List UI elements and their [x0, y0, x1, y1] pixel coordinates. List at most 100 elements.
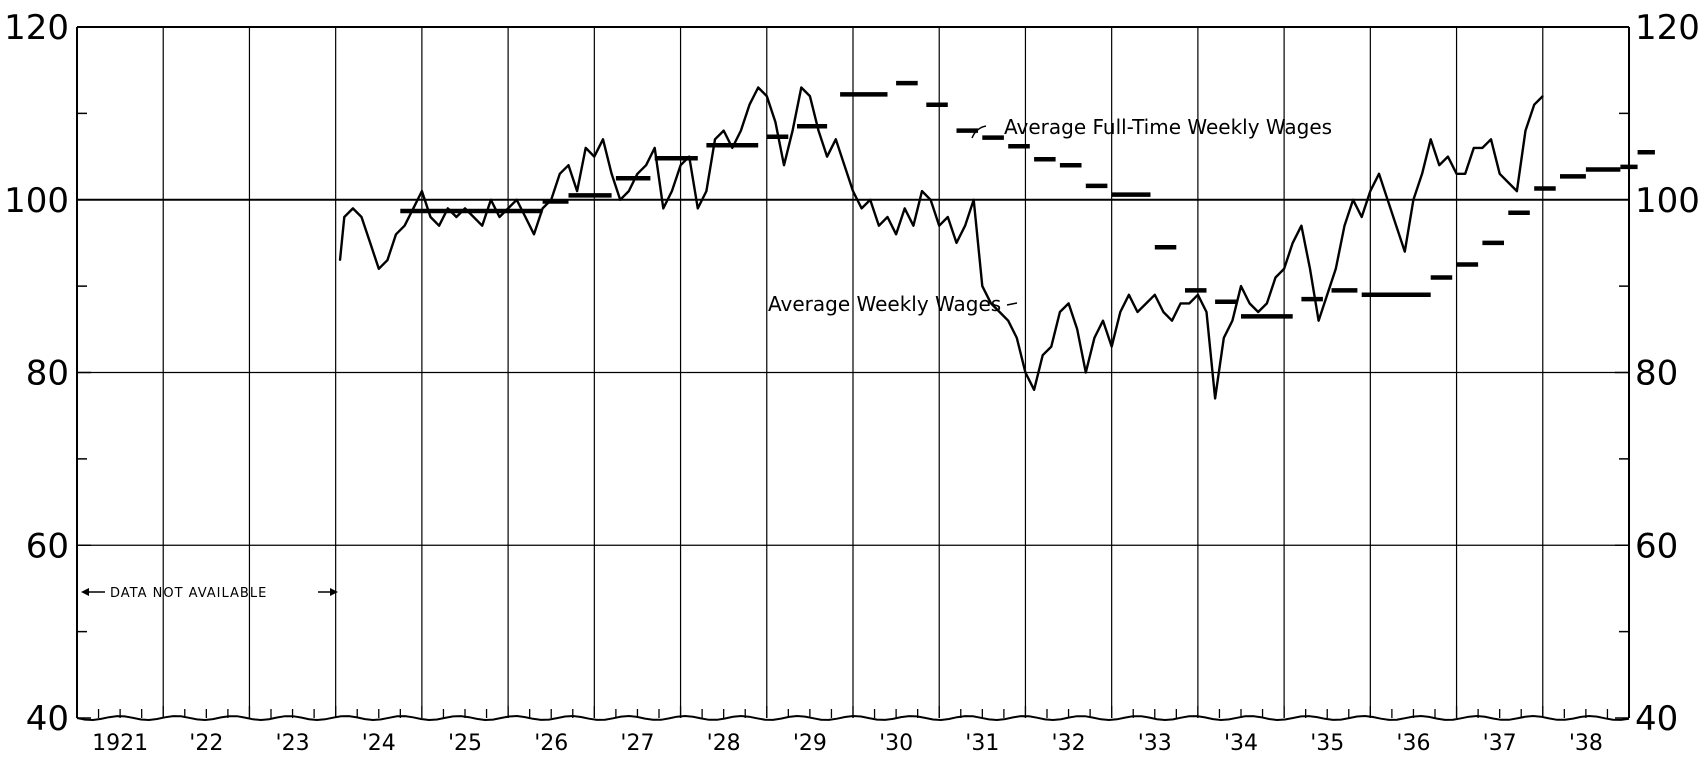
data-point-weekly — [628, 190, 630, 192]
data-point-weekly — [360, 216, 363, 218]
data-point-weekly — [662, 207, 665, 210]
data-point-weekly — [697, 207, 699, 210]
data-point-weekly — [1421, 173, 1423, 175]
series-layer — [338, 80, 1655, 400]
data-point-weekly — [938, 224, 940, 227]
data-point-weekly — [1412, 199, 1415, 201]
data-point-weekly — [1317, 319, 1320, 322]
x-tick-label: '29 — [793, 731, 827, 756]
y-tick-label-right: 80 — [1635, 354, 1678, 394]
data-point-weekly — [921, 190, 923, 192]
x-tick-label: '36 — [1396, 731, 1430, 756]
data-point-weekly — [533, 233, 535, 236]
x-tick-label: '23 — [276, 731, 310, 756]
data-point-weekly — [757, 86, 759, 89]
data-point-weekly — [1067, 302, 1070, 305]
x-tick-label: '35 — [1310, 731, 1344, 756]
data-point-weekly — [1360, 216, 1363, 218]
data-point-weekly — [1309, 268, 1311, 270]
x-tick-label: '25 — [448, 731, 482, 756]
data-point-weekly — [705, 190, 708, 192]
data-point-weekly — [1033, 389, 1035, 391]
data-point-weekly — [645, 164, 647, 166]
data-point-weekly — [1257, 311, 1259, 313]
data-point-weekly — [722, 129, 725, 132]
data-point-weekly — [515, 199, 518, 201]
data-point-weekly — [1085, 371, 1087, 374]
data-point-weekly — [1473, 147, 1475, 149]
data-point-weekly — [1498, 173, 1501, 175]
x-tick-label: '26 — [534, 731, 568, 756]
data-point-weekly — [929, 199, 932, 201]
x-tick-label: '28 — [707, 731, 741, 756]
data-point-weekly — [1447, 155, 1449, 158]
data-point-weekly — [714, 138, 716, 141]
grid-lines — [77, 27, 1629, 718]
data-point-weekly — [1240, 285, 1242, 287]
data-point-weekly — [1093, 337, 1096, 339]
data-point-weekly — [1404, 250, 1406, 253]
x-tick-label: '34 — [1224, 731, 1258, 756]
x-tick-label: '22 — [189, 731, 223, 756]
data-not-available-text: DATA NOT AVAILABLE — [110, 586, 267, 601]
x-tick-label: '31 — [965, 731, 999, 756]
data-point-weekly — [955, 242, 958, 244]
data-point-weekly — [421, 190, 423, 192]
data-point-weekly — [1542, 95, 1544, 97]
left-arrowhead — [81, 588, 89, 596]
data-point-weekly — [809, 95, 811, 97]
data-point-weekly — [481, 224, 484, 227]
data-point-weekly — [1343, 224, 1346, 227]
full-time-wages-label: Average Full-Time Weekly Wages — [1004, 115, 1332, 139]
y-tick-label-left: 40 — [26, 699, 69, 739]
data-point-weekly — [835, 138, 837, 141]
data-point-weekly — [1291, 242, 1294, 244]
data-point-weekly — [1205, 311, 1208, 313]
data-point-weekly — [1481, 147, 1484, 149]
series-line-weekly — [338, 86, 1544, 400]
data-point-weekly — [774, 121, 777, 123]
x-tick-label: '38 — [1569, 731, 1603, 756]
data-point-weekly — [964, 224, 966, 227]
data-point-weekly — [1369, 190, 1372, 192]
data-point-weekly — [403, 224, 406, 227]
data-point-weekly — [343, 216, 346, 218]
data-point-weekly — [567, 164, 570, 166]
data-point-weekly — [748, 103, 751, 106]
data-point-weekly — [998, 311, 1001, 313]
data-point-weekly — [826, 155, 828, 158]
data-point-weekly — [895, 233, 897, 236]
data-point-weekly — [1110, 345, 1113, 348]
data-point-weekly — [843, 164, 846, 166]
data-point-weekly — [1395, 224, 1397, 227]
right-arrowhead — [330, 588, 338, 596]
data-point-weekly — [972, 199, 975, 201]
data-point-weekly — [766, 95, 768, 97]
data-point-weekly — [619, 199, 621, 201]
data-point-weekly — [1136, 311, 1139, 313]
data-point-weekly — [1516, 190, 1518, 192]
y-axis-ticks: 40 40 60 60 80 80 100 100 120 120 — [4, 8, 1699, 739]
data-point-weekly — [1145, 302, 1147, 305]
data-point-weekly — [1386, 199, 1389, 201]
data-point-weekly — [1007, 319, 1009, 322]
data-point-weekly — [1455, 173, 1458, 175]
x-tick-label: '32 — [1052, 731, 1086, 756]
data-point-weekly — [671, 190, 673, 192]
data-point-weekly — [1041, 354, 1044, 357]
data-point-weekly — [1464, 173, 1466, 175]
x-tick-label: 1921 — [92, 731, 148, 756]
data-point-weekly — [1248, 302, 1251, 305]
y-tick-label-right: 120 — [1635, 8, 1699, 48]
data-point-weekly — [498, 216, 501, 218]
data-point-weekly — [800, 86, 803, 89]
data-point-weekly — [1507, 181, 1510, 184]
data-point-weekly — [981, 285, 984, 287]
data-point-weekly — [610, 173, 613, 175]
weekly-leader-line — [1006, 302, 1018, 306]
data-point-weekly — [369, 242, 372, 244]
data-point-weekly — [1326, 294, 1328, 296]
data-point-weekly — [429, 216, 432, 218]
data-point-weekly — [1119, 311, 1122, 313]
